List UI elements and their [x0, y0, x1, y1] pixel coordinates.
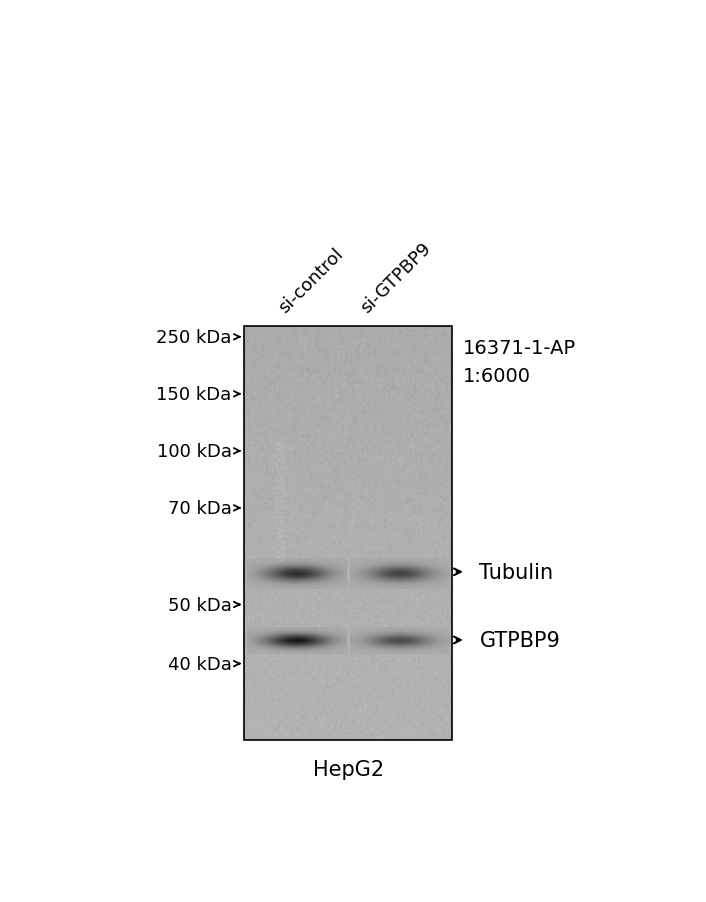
Bar [244, 327, 452, 741]
Text: si-GTPBP9: si-GTPBP9 [357, 239, 435, 317]
Text: 150 kDa: 150 kDa [156, 385, 232, 403]
Text: GTPBP9: GTPBP9 [479, 630, 561, 650]
Text: 50 kDa: 50 kDa [168, 596, 232, 614]
Text: 16371-1-AP: 16371-1-AP [463, 338, 576, 357]
Text: 1:6000: 1:6000 [463, 366, 531, 385]
Text: WWW.PTGLAB.COM: WWW.PTGLAB.COM [276, 439, 289, 562]
Text: 100 kDa: 100 kDa [157, 442, 232, 460]
Text: 70 kDa: 70 kDa [168, 500, 232, 517]
Text: si-control: si-control [275, 245, 347, 317]
Text: Tubulin: Tubulin [479, 562, 554, 582]
Text: 250 kDa: 250 kDa [156, 328, 232, 346]
Text: HepG2: HepG2 [313, 759, 383, 779]
Text: 40 kDa: 40 kDa [168, 655, 232, 673]
